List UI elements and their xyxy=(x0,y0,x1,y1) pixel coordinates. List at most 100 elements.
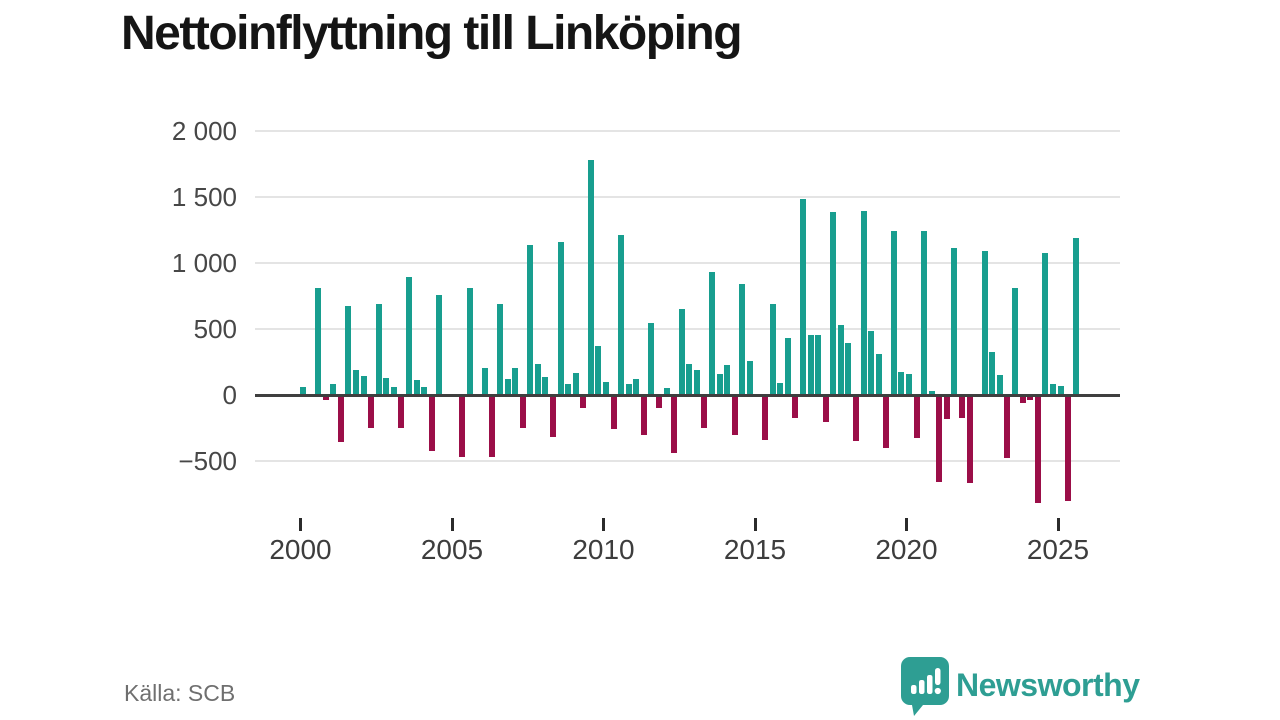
bar-2018-Q4 xyxy=(868,330,875,396)
bar-2014-Q4 xyxy=(746,360,753,396)
bar-2017-Q2 xyxy=(822,395,829,423)
bar-2010-Q3 xyxy=(618,234,625,396)
bar-2001-Q2 xyxy=(337,395,344,443)
bar-2002-Q3 xyxy=(375,303,382,396)
bar-2021-Q2 xyxy=(943,395,950,420)
y-axis-label-500: 500 xyxy=(193,314,237,345)
bar-2010-Q1 xyxy=(603,382,609,396)
bar-2007-Q3 xyxy=(527,244,534,396)
bar-2015-Q3 xyxy=(769,303,776,396)
bar-2002-Q1 xyxy=(360,375,367,396)
bar-2008-Q3 xyxy=(557,241,564,396)
bar-2005-Q3 xyxy=(466,287,473,396)
bar-2009-Q4 xyxy=(595,345,602,396)
bar-2003-Q2 xyxy=(398,395,405,428)
bar-2004-Q1 xyxy=(421,387,428,396)
bar-2000-Q1 xyxy=(300,386,306,396)
bar-2022-Q3 xyxy=(981,251,988,396)
bar-2019-Q3 xyxy=(890,230,897,396)
bar-2017-Q1 xyxy=(815,335,822,396)
bar-2022-Q4 xyxy=(989,351,996,396)
bar-2009-Q1 xyxy=(572,372,579,396)
bar-2001-Q1 xyxy=(330,384,337,396)
bar-2009-Q3 xyxy=(587,160,594,396)
x-tick-2005 xyxy=(450,518,454,531)
x-axis-label-2000: 2000 xyxy=(269,534,332,565)
bar-2001-Q4 xyxy=(353,369,360,396)
bar-2009-Q2 xyxy=(580,395,587,408)
bar-2017-Q3 xyxy=(830,212,837,396)
bar-2006-Q2 xyxy=(489,395,496,458)
bar-2011-Q1 xyxy=(633,378,640,396)
gridline-1000 xyxy=(255,262,1120,265)
bar-2000-Q4 xyxy=(322,395,329,400)
y-axis-label-0: 0 xyxy=(222,380,237,411)
bar-2003-Q3 xyxy=(406,277,413,396)
bar-2019-Q2 xyxy=(883,395,890,449)
bar-2003-Q1 xyxy=(390,387,397,396)
bar-2023-Q2 xyxy=(1004,395,1011,458)
bar-2014-Q1 xyxy=(724,364,731,396)
bar-2016-Q1 xyxy=(784,337,791,396)
y-axis-label-1000: 1 000 xyxy=(171,248,237,279)
gridline-2000 xyxy=(255,130,1120,133)
x-axis-label-2005: 2005 xyxy=(420,534,484,565)
bar-2003-Q4 xyxy=(413,380,420,396)
bar-2023-Q3 xyxy=(1012,288,1019,396)
source-note: Källa: SCB xyxy=(124,680,236,706)
bar-2019-Q1 xyxy=(875,354,882,396)
bar-2020-Q2 xyxy=(913,395,920,438)
bar-2005-Q2 xyxy=(459,395,466,458)
bar-2000-Q3 xyxy=(315,287,322,396)
bar-2020-Q1 xyxy=(906,374,912,396)
bar-2006-Q3 xyxy=(496,304,503,396)
bar-2007-Q2 xyxy=(519,395,526,428)
bar-2017-Q4 xyxy=(837,325,844,396)
bar-2016-Q4 xyxy=(807,335,814,396)
bar-2018-Q2 xyxy=(852,395,859,441)
bar-2007-Q4 xyxy=(534,363,541,396)
x-tick-2000 xyxy=(299,518,302,531)
x-tick-2010 xyxy=(602,518,605,531)
bar-2012-Q3 xyxy=(678,308,685,396)
bar-2014-Q3 xyxy=(739,283,746,396)
gridline-500 xyxy=(255,328,1120,331)
bar-2012-Q4 xyxy=(686,363,693,396)
x-tick-2020 xyxy=(905,518,908,531)
bar-2015-Q2 xyxy=(762,395,769,441)
bar-2020-Q3 xyxy=(921,230,928,396)
bar-2018-Q1 xyxy=(845,342,852,396)
x-tick-2025 xyxy=(1056,518,1060,531)
bar-2006-Q1 xyxy=(481,368,488,396)
newsworthy-speech-bubble-bar-chart-icon xyxy=(901,657,949,716)
bar-2014-Q2 xyxy=(731,395,738,435)
bar-2011-Q4 xyxy=(656,395,663,408)
gridline--500 xyxy=(255,460,1120,463)
bar-2011-Q3 xyxy=(648,323,655,396)
bar-2008-Q1 xyxy=(542,377,549,396)
bar-2022-Q1 xyxy=(966,395,973,484)
bar-2021-Q3 xyxy=(951,248,958,396)
bar-2016-Q3 xyxy=(799,199,806,396)
bar-2019-Q4 xyxy=(898,372,905,396)
bar-2012-Q2 xyxy=(671,395,678,454)
newsworthy-logo: Newsworthy xyxy=(900,656,1170,718)
bar-2013-Q4 xyxy=(716,373,723,396)
bar-2024-Q3 xyxy=(1042,253,1049,396)
bar-2007-Q1 xyxy=(512,367,519,396)
zero-axis-line xyxy=(255,393,1120,397)
bar-2025-Q2 xyxy=(1065,395,1072,501)
bar-2013-Q3 xyxy=(709,271,716,396)
chart-title: Nettoinflyttning till Linköping xyxy=(121,7,743,60)
x-axis-label-2020: 2020 xyxy=(875,534,938,565)
bar-2011-Q2 xyxy=(640,395,647,435)
x-axis-label-2010: 2010 xyxy=(572,534,635,565)
bar-2006-Q4 xyxy=(504,379,511,396)
bar-2024-Q1 xyxy=(1027,395,1034,400)
bar-2004-Q3 xyxy=(436,294,443,396)
bar-2018-Q3 xyxy=(860,211,867,396)
bar-2004-Q2 xyxy=(428,395,435,451)
bar-2023-Q1 xyxy=(996,374,1003,396)
x-axis-label-2015: 2015 xyxy=(723,534,787,565)
